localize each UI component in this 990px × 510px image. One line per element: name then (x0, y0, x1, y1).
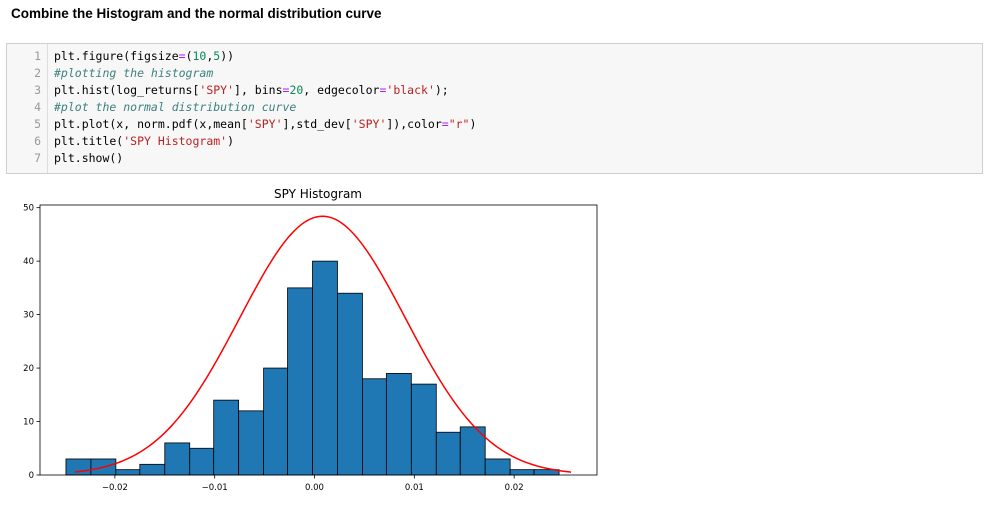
code-text: plt.figure(figsize=(10,5)) (54, 49, 235, 63)
section-heading: Combine the Histogram and the normal dis… (11, 6, 382, 21)
y-axis: 0 10 20 30 40 50 (23, 204, 40, 481)
plot-frame (39, 204, 598, 476)
x-tick-label: −0.01 (202, 483, 228, 493)
line-number: 2 (34, 66, 41, 80)
histogram-bar (435, 431, 461, 476)
x-tick-label: −0.02 (102, 483, 128, 493)
histogram-bar (410, 383, 437, 476)
x-axis: −0.02 −0.01 0.00 0.01 0.02 (102, 475, 524, 493)
histogram-bar (459, 426, 486, 476)
y-tick-label: 20 (23, 364, 34, 374)
y-tick-label: 10 (23, 418, 34, 428)
histogram-bar (115, 469, 141, 476)
code-text: #plotting the histogram (54, 66, 214, 80)
x-tick-label: 0.01 (405, 483, 424, 493)
histogram-bar (287, 287, 313, 476)
line-number: 6 (34, 134, 41, 148)
x-tick-label: 0.00 (305, 483, 324, 493)
y-tick-label: 40 (23, 257, 34, 267)
histogram-bar (484, 458, 511, 476)
line-number: 3 (34, 83, 41, 97)
x-tick-label: 0.02 (505, 483, 524, 493)
histogram-bar (509, 469, 535, 476)
code-text: plt.hist(log_returns['SPY'], bins=20, ed… (54, 83, 449, 97)
histogram-bar (139, 463, 166, 476)
normal-curve (74, 215, 572, 473)
line-number: 7 (34, 151, 41, 165)
y-tick-label: 50 (23, 204, 34, 214)
histogram-bar (213, 399, 240, 476)
histogram-bar (362, 378, 387, 476)
code-text: #plot the normal distribution curve (54, 100, 297, 114)
histogram-bar (65, 458, 92, 476)
code-text: plt.show() (54, 151, 124, 165)
code-cell[interactable]: 1 plt.figure(figsize=(10,5)) 2 #plotting th… (6, 43, 983, 174)
code-text: plt.plot(x, norm.pdf(x,mean['SPY'],std_d… (54, 117, 477, 131)
y-tick-label: 0 (29, 471, 34, 481)
line-number: 5 (34, 117, 41, 131)
histogram-bar (312, 260, 338, 476)
code-text: plt.title('SPY Histogram') (54, 134, 235, 148)
histogram-bar (263, 367, 288, 476)
histogram-bar (164, 442, 191, 476)
histogram-bar (385, 373, 412, 476)
chart-output: SPY Histogram −0.02 −0.01 0.00 0.01 0.02 0 10… (0, 180, 610, 505)
histogram-chart: SPY Histogram −0.02 −0.01 0.00 0.01 0.02 0 10… (23, 187, 598, 493)
histogram-bar (337, 292, 363, 476)
histogram-bar (238, 410, 264, 476)
chart-title: SPY Histogram (274, 187, 362, 201)
line-number-gutter (47, 44, 48, 173)
line-number: 1 (34, 49, 41, 63)
line-number: 4 (34, 100, 41, 114)
histogram-bar (189, 447, 215, 476)
bars-group (65, 260, 560, 476)
y-tick-label: 30 (23, 311, 34, 321)
